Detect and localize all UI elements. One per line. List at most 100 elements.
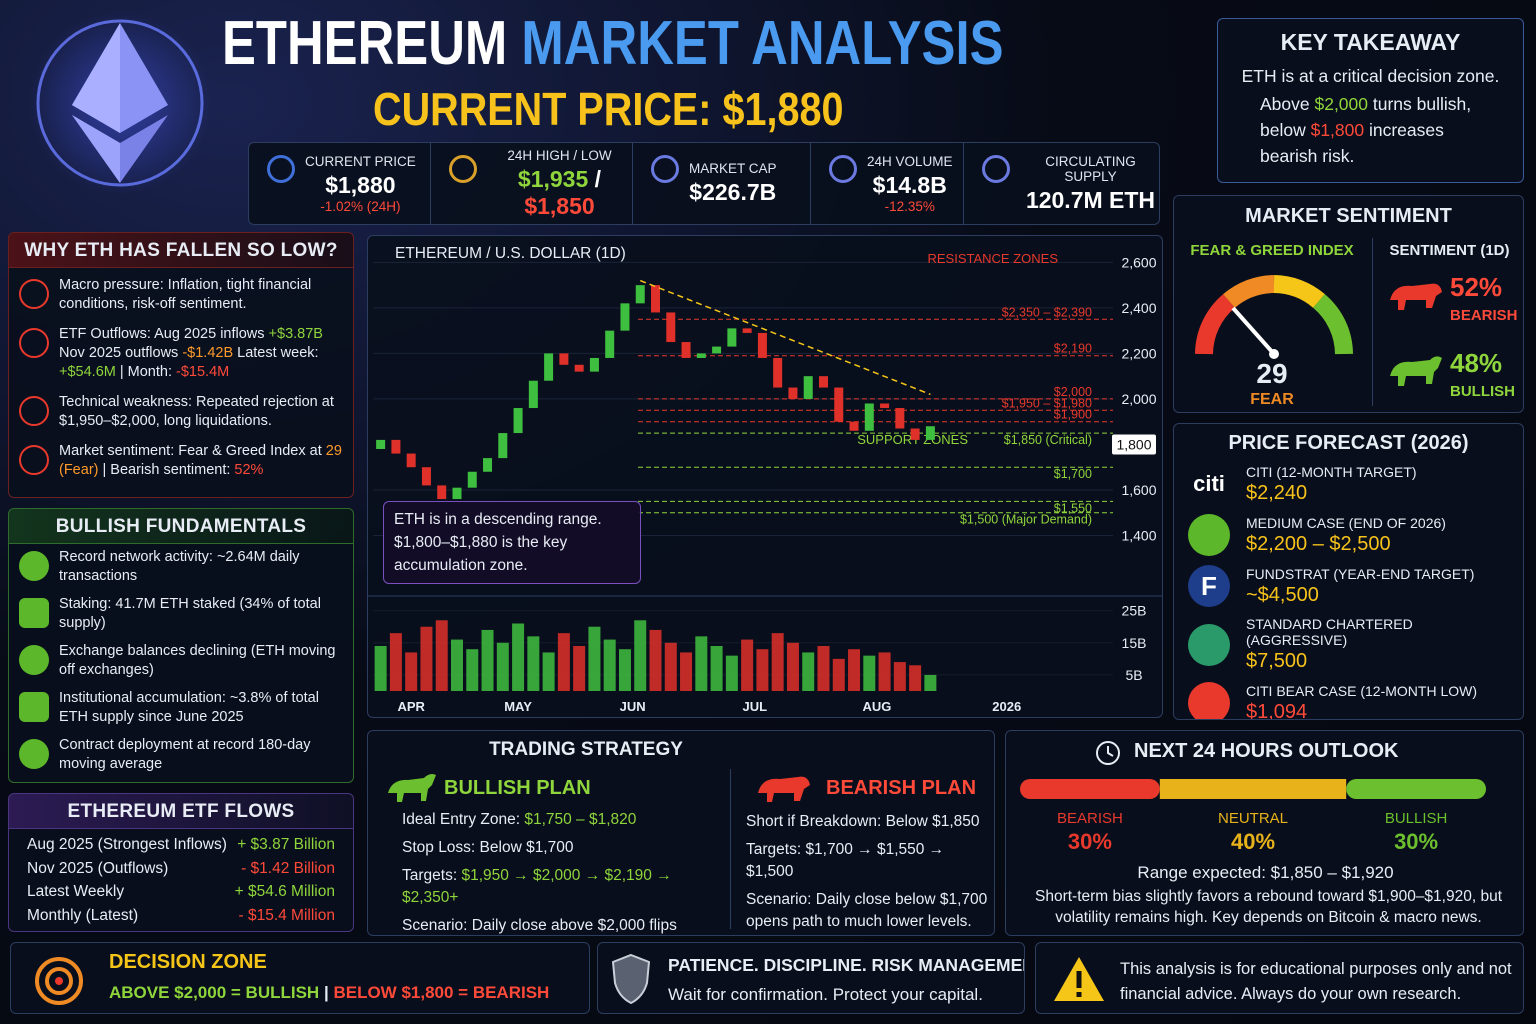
text-segment: increases bearish risk. xyxy=(1260,120,1444,166)
volume-bar xyxy=(573,646,586,691)
outlook-range: Range expected: $1,850 – $1,920 xyxy=(1137,863,1394,882)
candle xyxy=(773,357,783,388)
eth-logo xyxy=(30,11,212,195)
bullish-label: BULLISH xyxy=(1450,383,1515,400)
fundamentals-panel: BULLISH FUNDAMENTALS Record network acti… xyxy=(8,508,354,783)
candle xyxy=(544,353,554,381)
x-tick-label: APR xyxy=(397,699,425,714)
candle xyxy=(651,285,661,313)
text-segment: Market sentiment: Fear & Greed Index at xyxy=(59,443,326,459)
fundamental-text: Staking: 41.7M ETH staked (34% of total … xyxy=(59,596,321,631)
level-label: $1,700 xyxy=(1054,467,1092,481)
outlook-name: BULLISH xyxy=(1385,810,1448,827)
forecast-logo: F xyxy=(1201,570,1217,601)
volume-bar xyxy=(695,636,708,691)
stat-value: $1,935 / $1,850 xyxy=(487,166,632,220)
volume-bar xyxy=(603,639,616,691)
outlook-title: NEXT 24 HOURS OUTLOOK xyxy=(1134,740,1399,762)
bear-icon xyxy=(1390,283,1442,310)
forecast-list: citi CITI (12-MONTH TARGET) $2,240 MEDIUM C… xyxy=(1174,459,1523,719)
outlook-note: Short-term bias slightly favors a reboun… xyxy=(1035,888,1502,926)
volume-bar xyxy=(557,633,570,691)
outlook-panel: NEXT 24 HOURS OUTLOOK BEARISH 30% NEUTRAL 4… xyxy=(1005,730,1524,936)
candle xyxy=(696,353,706,358)
candle xyxy=(635,285,645,304)
candle xyxy=(818,376,828,388)
y2-tick-label: 15B xyxy=(1122,635,1147,651)
text-segment: $1,750 – $1,820 xyxy=(524,811,637,828)
text-segment: / xyxy=(588,165,602,192)
forecast-label: CITI (12-MONTH TARGET) xyxy=(1246,463,1417,480)
volume-bar xyxy=(817,646,830,691)
candle xyxy=(895,408,905,429)
forecast-icon: citi xyxy=(1188,463,1230,505)
chart-title: ETHEREUM / U.S. DOLLAR (1D) xyxy=(395,245,626,262)
x-tick-label: JUL xyxy=(742,699,767,714)
fundamentals-title: BULLISH FUNDAMENTALS xyxy=(9,509,353,544)
stat-icon xyxy=(982,155,1010,183)
text-segment: Latest week: xyxy=(233,345,319,361)
fundamentals-list: Record network activity: ~2.64M daily tr… xyxy=(9,544,353,779)
candle xyxy=(559,353,569,365)
volume-bar xyxy=(435,620,448,691)
key-takeaway: KEY TAKEAWAY ETH is at a critical decisi… xyxy=(1217,18,1524,183)
volume-bar xyxy=(466,649,479,691)
text-segment: Nov 2025 outflows xyxy=(59,345,183,361)
stat-cell: CIRCULATING SUPPLY 120.7M ETH xyxy=(964,143,1159,224)
forecast-icon xyxy=(1188,623,1230,666)
etf-label: Aug 2025 (Strongest Inflows) xyxy=(27,836,227,853)
stat-text: CIRCULATING SUPPLY 120.7M ETH xyxy=(1020,154,1159,214)
volume-bar xyxy=(542,652,555,691)
stat-value: $14.8B xyxy=(867,172,953,199)
x-tick-label: 2026 xyxy=(992,699,1021,714)
chart-annotation: ETH is in a descending range. $1,800–$1,… xyxy=(383,501,641,584)
forecast-icon xyxy=(1188,682,1230,719)
candle xyxy=(864,403,874,431)
strategy-panel: TRADING STRATEGY BULLISH PLAN Ideal Entr… xyxy=(367,730,995,936)
outlook-name: BEARISH xyxy=(1057,810,1123,827)
title-white: ETHEREUM xyxy=(222,9,508,78)
volume-bar xyxy=(725,655,738,691)
text-segment: Targets: xyxy=(402,867,462,884)
y-tick-label: 2,200 xyxy=(1121,345,1156,361)
price-line: CURRENT PRICE: $1,880 xyxy=(373,83,844,135)
stat-text: CURRENT PRICE $1,880 -1.02% (24H) xyxy=(305,154,416,214)
forecast-panel: PRICE FORECAST (2026) citi CITI (12-MONTH… xyxy=(1173,423,1524,720)
etf-label: Monthly (Latest) xyxy=(27,906,139,924)
stat-value: 120.7M ETH xyxy=(1020,187,1159,214)
forecast-text: MEDIUM CASE (END OF 2026) $2,200 – $2,500 xyxy=(1246,515,1446,556)
stat-icon xyxy=(449,155,477,183)
strategy-line: Short if Breakdown: Below $1,850 xyxy=(746,811,991,833)
x-tick-label: JUN xyxy=(620,699,646,714)
outlook-label: 30% xyxy=(1394,829,1438,854)
volume-bar xyxy=(710,646,723,691)
bear-plan: Short if Breakdown: Below $1,850 Targets:… xyxy=(746,811,991,935)
volume-bar xyxy=(405,652,418,691)
stat-sub: -12.35% xyxy=(884,198,935,214)
stat-cell: CURRENT PRICE $1,880 -1.02% (24H) xyxy=(249,143,431,224)
clock-face xyxy=(1096,741,1120,765)
etf-panel: ETHEREUM ETF FLOWS Aug 2025 (Strongest I… xyxy=(8,793,354,932)
volume-bar xyxy=(848,649,861,691)
etf-value: - $1.42 Billion xyxy=(241,859,335,877)
candle xyxy=(849,421,859,431)
fundamental-icon xyxy=(19,551,49,581)
forecast-value: $7,500 xyxy=(1246,650,1308,672)
gauge-mid xyxy=(1273,275,1325,309)
candle xyxy=(757,332,767,358)
x-tick-label: MAY xyxy=(504,699,532,714)
fundamental-item: Institutional accumulation: ~3.8% of tot… xyxy=(9,685,353,732)
text-segment: +$3.87B xyxy=(268,326,323,342)
y-tick-label: 1,600 xyxy=(1121,482,1156,498)
forecast-label: MEDIUM CASE (END OF 2026) xyxy=(1246,514,1446,531)
volume-bar xyxy=(496,642,509,691)
forecast-value: $2,200 – $2,500 xyxy=(1246,532,1391,555)
y-tick-label: 2,400 xyxy=(1121,300,1156,316)
why-text: Macro pressure: Inflation, tight financi… xyxy=(59,276,343,314)
fundamental-item: Staking: 41.7M ETH staked (34% of total … xyxy=(9,591,353,638)
candle xyxy=(421,467,431,486)
forecast-icon xyxy=(1188,514,1230,556)
why-text: Technical weakness: Repeated rejection a… xyxy=(59,393,343,431)
etf-value: - $15.4 Million xyxy=(238,906,336,924)
